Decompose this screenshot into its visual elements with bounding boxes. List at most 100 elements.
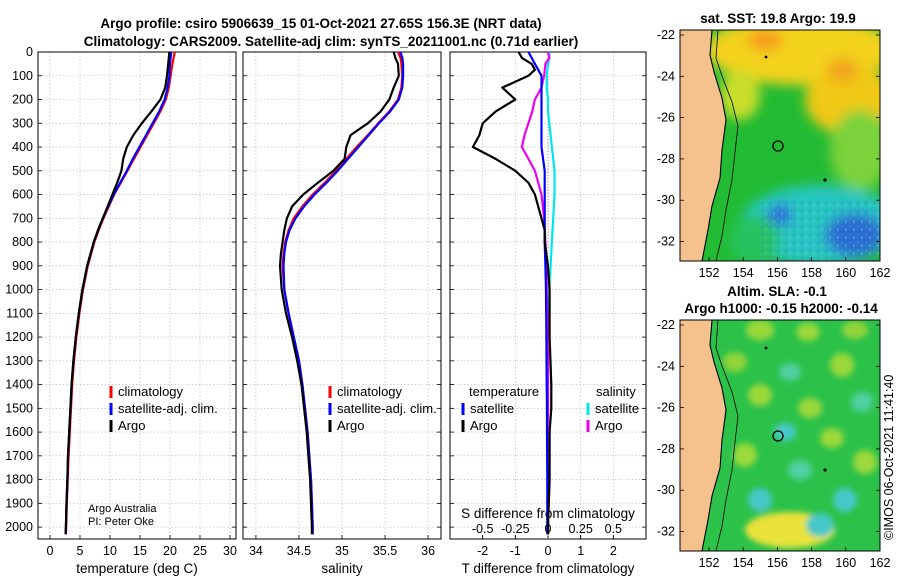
sla-eddy — [798, 398, 822, 418]
sst-speckle — [760, 200, 880, 261]
sla-island-dot — [823, 468, 827, 472]
map-lat-label: -32 — [657, 235, 675, 249]
map-lon-label: 152 — [699, 556, 720, 570]
sst-island-dot2 — [764, 55, 768, 59]
depth-tick-label: 400 — [12, 140, 33, 154]
sla-eddy — [774, 423, 796, 441]
x-tick-label: 35.5 — [373, 544, 397, 558]
legend-temp-argo-label: Argo — [470, 418, 497, 433]
x-tick-label: 34.5 — [287, 544, 311, 558]
salinity-panel-legend: climatology satellite-adj. clim. Argo — [328, 384, 437, 433]
legend-climatology-label: climatology — [118, 384, 184, 399]
legend-sal-satellite-label: satellite — [595, 401, 639, 416]
sla-map-title-line1: Altim. SLA: -0.1 — [727, 284, 827, 299]
sla-eddy — [830, 353, 854, 377]
depth-tick-label: 1400 — [5, 378, 33, 392]
credit-line2: PI: Peter Oke — [88, 516, 154, 528]
depth-tick-label: 900 — [12, 259, 33, 273]
sst-orange-spot — [747, 30, 783, 50]
map-lon-label: 158 — [801, 556, 822, 570]
map-lat-label: -24 — [657, 69, 675, 83]
depth-tick-label: 500 — [12, 164, 33, 178]
legend-temperature-heading: temperature — [469, 384, 539, 399]
x-tick-label: 20 — [163, 544, 177, 558]
depth-tick-label: 1800 — [5, 473, 33, 487]
legend-temp-satellite-label: satellite — [470, 401, 514, 416]
sla-eddy — [746, 320, 774, 340]
sla-float-marker — [772, 430, 784, 442]
temperature-panel-legend: climatology satellite-adj. clim. Argo — [109, 384, 218, 433]
legend-argo-label: Argo — [337, 418, 364, 433]
x-tick-label: 25 — [193, 544, 207, 558]
sla-coastline — [701, 320, 727, 551]
sla-shelf-contour — [715, 320, 739, 551]
depth-tick-label: 1600 — [5, 425, 33, 439]
series-line-climatology — [281, 51, 404, 535]
sla-eddy — [788, 460, 812, 480]
legend-satellite-label: satellite-adj. clim. — [337, 401, 437, 416]
depth-tick-label: 1700 — [5, 449, 33, 463]
x2-tick-label: -0.25 — [501, 522, 530, 536]
legend-satellite-label: satellite-adj. clim. — [118, 401, 218, 416]
sla-eddy — [806, 513, 834, 537]
sst-light-green — [830, 110, 880, 190]
map-lat-label: -32 — [657, 525, 675, 539]
map-lon-label: 152 — [699, 266, 720, 280]
sst-orange-spot2 — [827, 58, 857, 82]
salinity_profile-axes: 34 34.5 35 35.5 36 salinity — [242, 51, 442, 576]
sla-eddy — [842, 321, 868, 339]
sla-map-axes: -22 -24 -26 -28 -30 -32 152 154 156 158 160 162 — [657, 318, 891, 570]
sla-field — [723, 320, 877, 548]
sla-map-frame — [679, 319, 881, 552]
timestamp: ©IMOS 06-Oct-2021 11:41:40 — [882, 375, 896, 540]
sst-coastline — [701, 30, 727, 261]
sla-eddy — [733, 443, 757, 467]
sst-land — [680, 30, 726, 261]
series-line-argo — [278, 51, 400, 535]
sla-eddy — [796, 323, 820, 341]
legend-climatology-label: climatology — [337, 384, 403, 399]
sla-eddy — [748, 488, 772, 512]
map-lon-label: 162 — [870, 266, 891, 280]
x-tick-label: -2 — [477, 544, 488, 558]
map-lon-label: 158 — [801, 266, 822, 280]
x-tick-label: 10 — [103, 544, 117, 558]
depth-tick-label: 1900 — [5, 496, 33, 510]
map-lat-label: -30 — [657, 483, 675, 497]
map-lat-label: -28 — [657, 152, 675, 166]
sla-eddy — [820, 428, 844, 448]
series-line-temperature-diff-satellite — [527, 51, 549, 535]
map-lat-label: -22 — [657, 318, 675, 332]
x2-tick-label: -0.5 — [472, 522, 494, 536]
map-lat-label: -26 — [657, 111, 675, 125]
sla-map — [680, 320, 880, 551]
map-lon-label: 154 — [733, 266, 754, 280]
sst-float-marker — [772, 140, 784, 152]
sla-island-dot2 — [764, 346, 768, 350]
x-tick-label: 35 — [335, 544, 349, 558]
x-tick-label: 15 — [133, 544, 147, 558]
sst-map-frame — [679, 29, 881, 262]
figure-title-line1: Argo profile: csiro 5906639_15 01-Oct-20… — [100, 16, 541, 31]
sst-map-axes: -22 -24 -26 -28 -30 -32 152 154 156 158 160 162 — [657, 28, 891, 280]
map-lat-label: -24 — [657, 359, 675, 373]
difference-panel-legend: temperature salinity satellite Argo sate… — [461, 384, 639, 433]
depth-tick-label: 700 — [12, 211, 33, 225]
depth-tick-label: 2000 — [5, 520, 33, 534]
sla-eddy — [853, 450, 877, 474]
sst-yellow-mid — [720, 70, 760, 120]
sla-map-title-line2: Argo h1000: -0.15 h2000: -0.14 — [684, 301, 878, 316]
sla-eddy — [851, 392, 873, 412]
sla-eddy — [833, 488, 857, 512]
depth-tick-label: 100 — [12, 69, 33, 83]
x-axis-label: T difference from climatology — [462, 561, 635, 576]
sst-map — [680, 30, 880, 261]
map-lon-label: 160 — [835, 556, 856, 570]
x-tick-label: 36 — [421, 544, 435, 558]
legend-sal-argo-label: Argo — [595, 418, 622, 433]
credit-line1: Argo Australia — [88, 503, 157, 515]
sst-map-title: sat. SST: 19.8 Argo: 19.9 — [700, 11, 856, 26]
sst-shelf-contour — [715, 30, 739, 261]
map-lat-label: -26 — [657, 401, 675, 415]
